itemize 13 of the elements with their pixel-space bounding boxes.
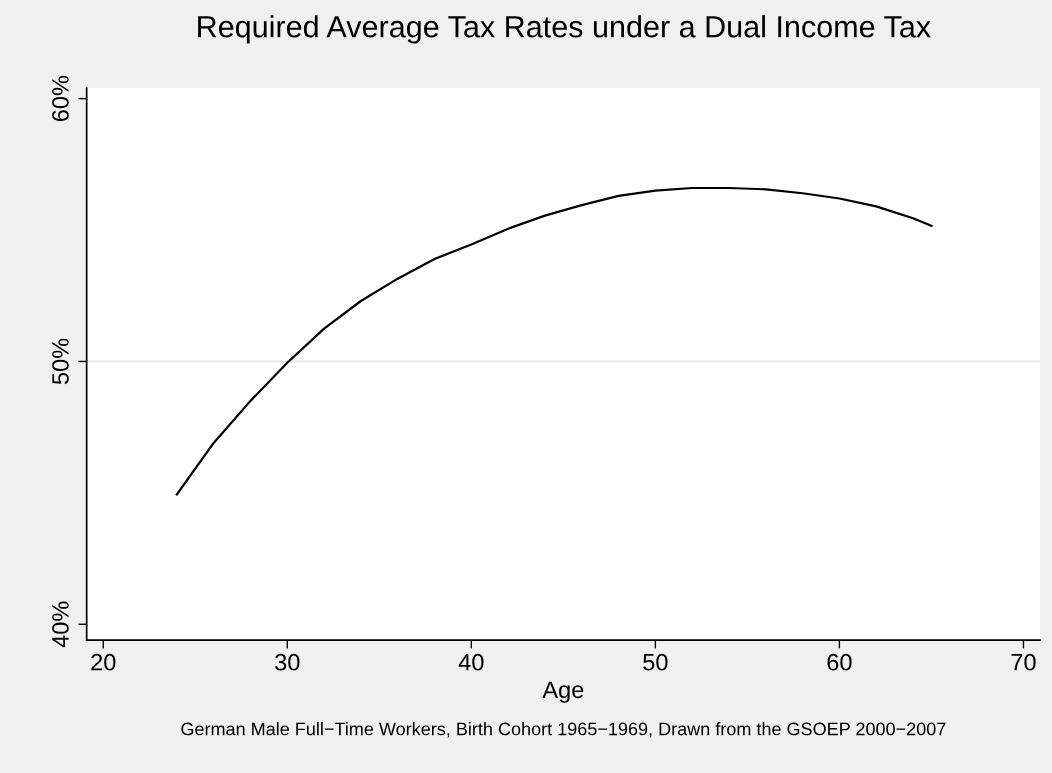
x-tick-label: 20	[91, 653, 116, 671]
y-tick-label: 50%	[52, 338, 69, 385]
x-tick-label: 30	[275, 653, 300, 671]
x-tick-label: 60	[827, 653, 852, 671]
x-tick-label: 70	[1011, 653, 1036, 671]
y-tick-label: 40%	[52, 601, 69, 648]
chart-title: Required Average Tax Rates under a Dual Income Tax	[198, 15, 931, 44]
x-axis-title: Age	[542, 681, 584, 703]
x-tick-label: 50	[643, 653, 668, 671]
y-tick-label: 60%	[52, 75, 69, 122]
text: German Male Full−Time Workers, Birth Cohort 1965−1969, Drawn from the GSOEP 2000−2007	[181, 722, 946, 738]
line-series	[175, 186, 933, 496]
x-tick-label: 40	[458, 653, 484, 671]
